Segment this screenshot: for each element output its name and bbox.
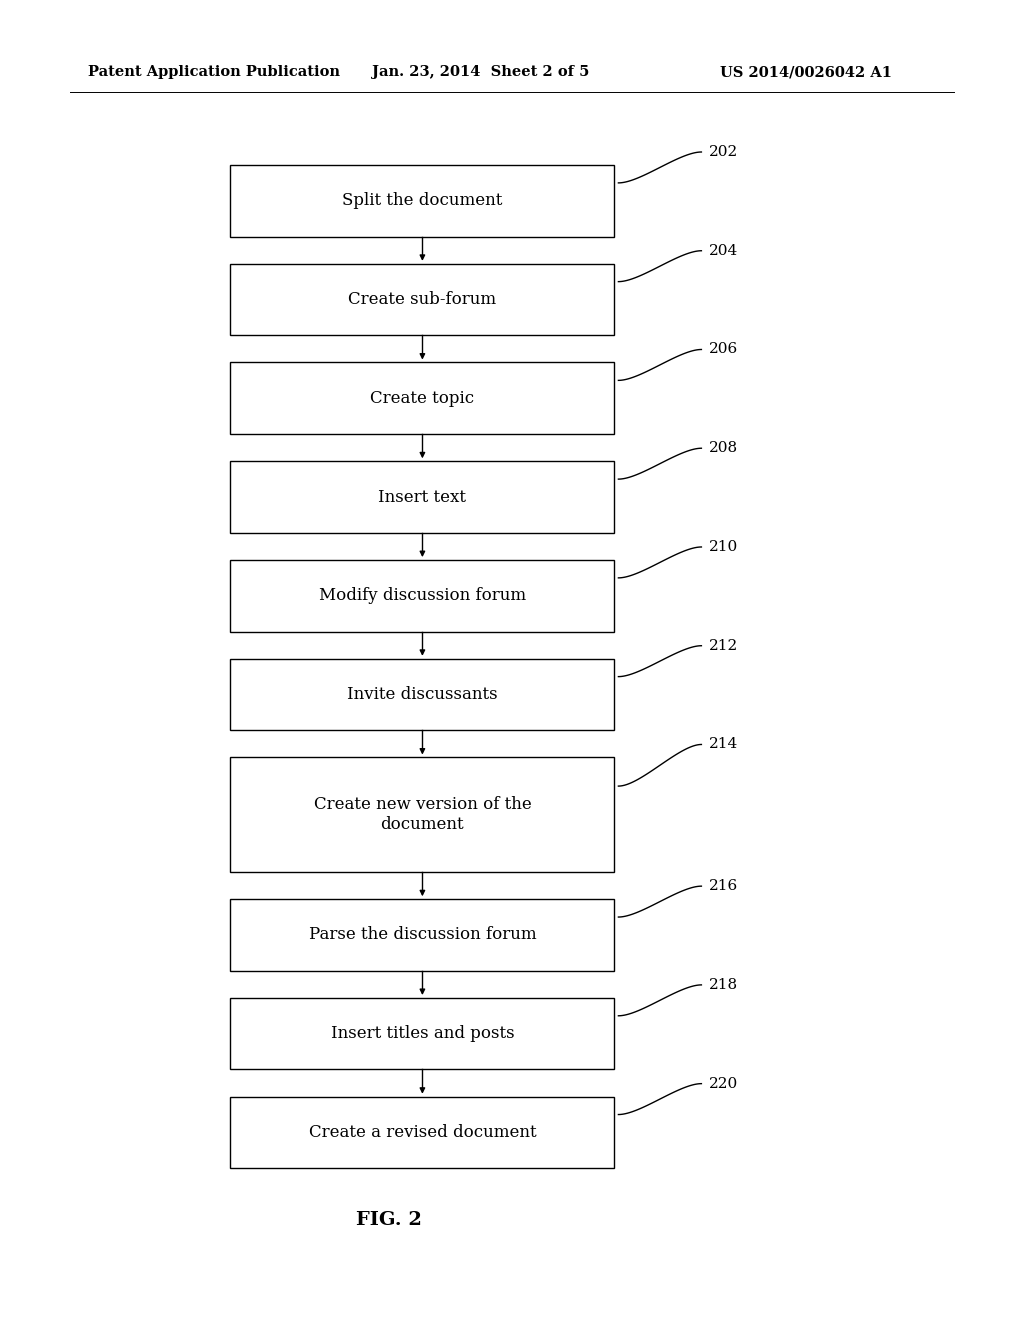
- Text: 202: 202: [710, 145, 738, 158]
- FancyBboxPatch shape: [230, 165, 614, 236]
- Text: Create a revised document: Create a revised document: [308, 1123, 537, 1140]
- FancyBboxPatch shape: [230, 899, 614, 970]
- FancyBboxPatch shape: [230, 363, 614, 434]
- Text: Jan. 23, 2014  Sheet 2 of 5: Jan. 23, 2014 Sheet 2 of 5: [372, 65, 590, 79]
- Text: US 2014/0026042 A1: US 2014/0026042 A1: [720, 65, 892, 79]
- Text: Patent Application Publication: Patent Application Publication: [88, 65, 340, 79]
- Text: 208: 208: [710, 441, 738, 455]
- FancyBboxPatch shape: [230, 560, 614, 631]
- Text: 220: 220: [710, 1077, 738, 1090]
- Text: Split the document: Split the document: [342, 193, 503, 210]
- FancyBboxPatch shape: [230, 461, 614, 533]
- Text: 206: 206: [710, 342, 738, 356]
- FancyBboxPatch shape: [230, 758, 614, 873]
- Text: 204: 204: [710, 244, 738, 257]
- Text: Create new version of the
document: Create new version of the document: [313, 796, 531, 833]
- Text: Insert text: Insert text: [379, 488, 466, 506]
- Text: Invite discussants: Invite discussants: [347, 686, 498, 704]
- Text: Parse the discussion forum: Parse the discussion forum: [308, 927, 537, 944]
- FancyBboxPatch shape: [230, 264, 614, 335]
- Text: 212: 212: [710, 639, 738, 652]
- Text: 216: 216: [710, 879, 738, 894]
- Text: 218: 218: [710, 978, 738, 991]
- FancyBboxPatch shape: [230, 1097, 614, 1168]
- Text: 210: 210: [710, 540, 738, 554]
- Text: Insert titles and posts: Insert titles and posts: [331, 1026, 514, 1043]
- Text: 214: 214: [710, 738, 738, 751]
- Text: Create topic: Create topic: [371, 389, 474, 407]
- FancyBboxPatch shape: [230, 998, 614, 1069]
- Text: FIG. 2: FIG. 2: [356, 1210, 422, 1229]
- FancyBboxPatch shape: [230, 659, 614, 730]
- Text: Create sub-forum: Create sub-forum: [348, 290, 497, 308]
- Text: Modify discussion forum: Modify discussion forum: [318, 587, 526, 605]
